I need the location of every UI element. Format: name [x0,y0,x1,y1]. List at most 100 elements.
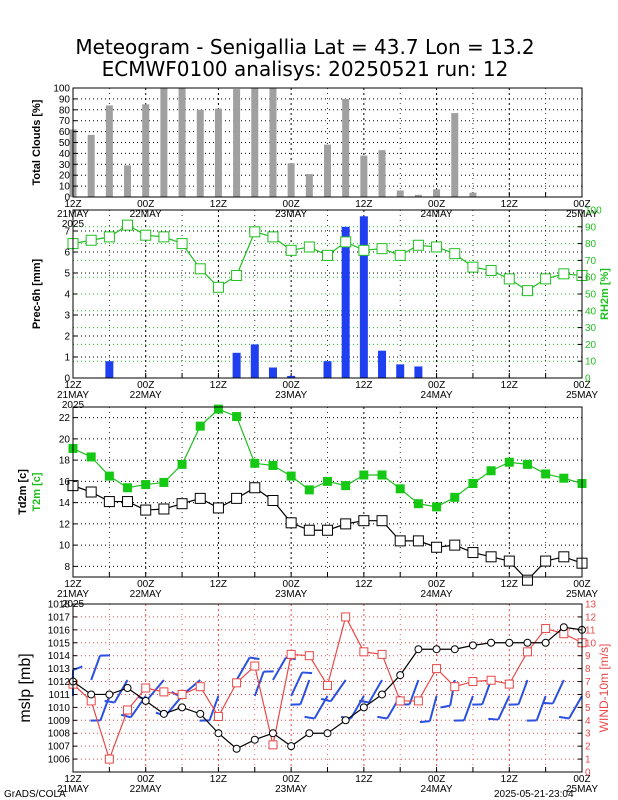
x-date-label: 23MAY [275,390,307,401]
mslp-marker [378,690,387,699]
rh-marker [212,281,224,293]
wind-barb [90,655,102,681]
y-tick-label: 2 [64,332,70,343]
wind-barb-flag [488,717,499,721]
y-tick-label: 13 [585,600,597,611]
x-tick-label: 00Z [137,380,154,391]
td2m-marker [467,547,479,559]
wind-barb-flag [558,715,570,720]
rh-marker [231,270,243,282]
mslp-marker [159,709,168,718]
cloud-bar [342,98,350,197]
x-tick-label: 12Z [355,579,372,590]
y-tick-label: 1014 [48,651,71,662]
rh-marker [540,273,552,285]
cloud-bar [196,109,204,197]
cloud-bar [142,104,150,197]
td2m-marker [267,495,279,506]
rh-marker [340,236,352,248]
wind-barb-flag [120,713,132,719]
rh-marker [267,231,279,243]
rh-marker [103,231,115,243]
rh-marker [85,234,97,246]
mslp-marker [468,641,477,650]
x-date-label: 21MAY [57,390,89,401]
x-tick-label: 00Z [573,579,590,590]
x-tick-label: 00Z [428,774,445,785]
cloud-bar [414,194,422,197]
cloud-bar [469,192,477,197]
wind-marker [323,680,332,690]
y-tick-label: 50 [585,290,597,301]
mslp-marker [323,729,332,738]
x-date-label: 24MAY [421,589,453,600]
y-tick-label: 1011 [48,690,70,701]
td2m-marker [558,551,570,563]
wind-marker [395,696,405,706]
td2m-marker [158,503,170,515]
cloud-bar [451,113,459,197]
wind-barb [290,672,304,697]
y-tick-label: 70 [585,256,597,267]
x-date-label: 23MAY [275,589,307,600]
y-tick-label: 10 [585,357,597,368]
mslp-marker [214,729,223,738]
cloud-bar [233,89,241,197]
x-tick-label: 12Z [501,199,518,210]
rh-marker [303,241,315,253]
y-tick-label: 8 [585,664,591,675]
precip-bar [396,364,405,378]
t2m-marker [286,471,296,481]
wind-barb [235,656,251,681]
t2m-marker [141,480,151,490]
x-year-label: 2025 [62,400,85,411]
x-date-label: 21MAY [57,589,89,600]
mslp-marker [105,690,114,699]
td2m-marker [322,524,333,536]
mslp-marker [123,684,132,692]
precip-bar [268,367,277,378]
wind-barb-flag [359,699,370,704]
td2m-marker [485,551,497,563]
x-tick-label: 12Z [355,199,372,210]
wind-barb [299,679,311,705]
wind-marker [268,740,278,750]
y-tick-label: 1007 [48,742,71,753]
y-tick-label: 0 [585,374,591,385]
wind-barb [368,679,383,704]
wind-barb [113,679,129,704]
rh-marker [176,238,188,250]
rh-marker [249,226,261,238]
td2m-marker [521,574,533,586]
y-tick-label: 6 [64,248,70,259]
cloud-bar [105,105,113,197]
y-tick-label: 1 [64,353,70,364]
wind-barb [497,695,511,720]
chart-title-line2: ECMWF0100 analisys: 20250521 run: 12 [102,57,509,81]
y-tick-label: 1017 [48,612,71,623]
x-date-label: 22MAY [130,209,162,220]
td2m-marker [140,504,152,516]
mslp-marker [487,638,496,647]
mslp-marker [196,709,205,718]
wind-barb [551,679,565,704]
rh-marker [503,273,515,285]
x-date-label: 21MAY [57,784,89,795]
y-tick-label: 40 [59,149,71,160]
x-tick-label: 00Z [573,199,590,210]
precip-bar [341,226,350,378]
wind-marker [432,664,442,674]
td2m-marker [394,535,406,547]
rh-marker [194,263,206,275]
mslp-marker [305,729,314,738]
t2m-marker [213,404,223,414]
td2m-marker [431,541,443,553]
y-tick-label: 50 [59,138,71,149]
y-tick-label: 90 [585,222,597,233]
y-tick-label: 20 [585,340,597,351]
mslp-marker [414,645,423,654]
mslp-ylabel: mslp [mb] [17,653,34,722]
y-tick-label: 1009 [48,716,71,727]
